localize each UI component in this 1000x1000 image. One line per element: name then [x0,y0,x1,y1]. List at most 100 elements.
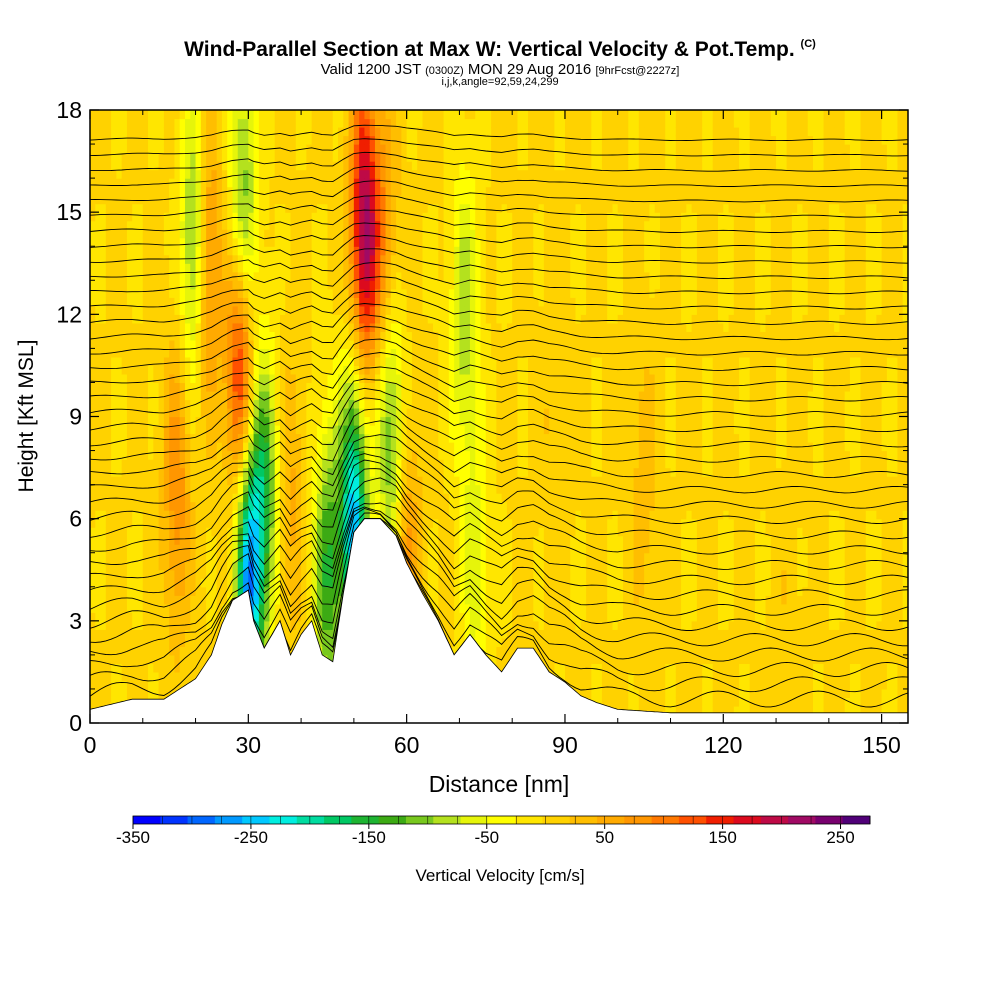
velocity-cell [396,322,402,332]
velocity-cell [269,288,276,298]
velocity-cell [348,288,355,298]
velocity-cell [264,127,271,137]
velocity-cell [253,373,260,384]
velocity-cell [153,161,160,171]
velocity-cell [438,612,445,622]
velocity-cell [126,484,133,494]
velocity-cell [332,169,339,179]
velocity-cell [290,544,297,554]
velocity-cell [221,467,228,477]
velocity-cell [374,425,381,435]
velocity-cell [200,612,207,622]
velocity-cell [279,527,286,537]
velocity-cell [137,152,144,162]
velocity-cell [401,331,408,341]
velocity-cell [438,620,445,630]
velocity-cell [448,569,455,579]
velocity-cell [316,348,323,358]
velocity-cell [237,356,244,367]
velocity-cell [448,450,455,460]
velocity-cell [111,305,117,315]
velocity-cell [374,331,381,341]
velocity-cell [422,442,429,452]
velocity-cell [253,578,260,588]
velocity-cell [406,552,413,562]
velocity-cell [221,373,228,384]
velocity-cell [232,237,239,247]
velocity-cell [105,161,112,171]
velocity-cell [153,331,160,341]
velocity-cell [285,339,292,349]
velocity-cell [90,459,96,469]
velocity-cell [163,527,170,537]
velocity-cell [248,544,255,554]
velocity-cell [433,552,439,562]
velocity-cell [116,263,123,273]
velocity-cell [105,407,112,418]
velocity-cell [179,186,186,196]
velocity-cell [174,322,181,332]
velocity-cell [126,501,133,511]
velocity-cell [264,203,271,213]
velocity-cell [316,561,323,571]
velocity-cell [279,510,286,520]
velocity-cell [443,178,450,188]
velocity-cell [295,518,302,528]
velocity-cell [95,629,102,639]
velocity-cell [95,127,102,137]
velocity-cell [258,161,265,171]
velocity-cell [211,620,218,630]
velocity-cell [427,561,434,571]
velocity-cell [179,561,186,571]
velocity-cell [121,246,128,256]
velocity-cell [195,425,202,435]
velocity-cell [411,178,418,188]
velocity-cell [90,348,96,358]
velocity-cell [190,629,197,639]
velocity-cell [216,314,223,324]
velocity-cell [264,535,271,545]
velocity-cell [163,671,170,682]
velocity-cell [279,620,286,630]
velocity-cell [237,152,244,162]
velocity-cell [126,186,133,196]
velocity-cell [417,476,424,486]
velocity-cell [364,365,371,375]
velocity-cell [169,518,176,528]
velocity-cell [253,331,260,341]
velocity-cell [148,373,154,384]
velocity-cell [258,178,265,188]
velocity-cell [142,144,149,154]
velocity-cell [353,399,360,409]
velocity-cell [179,663,186,673]
velocity-cell [411,229,418,239]
velocity-cell [359,237,366,247]
velocity-cell [327,399,334,409]
velocity-cell [353,433,360,443]
velocity-cell [216,433,223,443]
velocity-cell [111,407,117,418]
velocity-cell [348,433,355,443]
velocity-cell [137,561,144,571]
velocity-cell [232,373,239,384]
velocity-cell [227,527,234,537]
velocity-cell [374,220,381,230]
velocity-cell [232,135,239,145]
velocity-cell [417,254,424,264]
velocity-cell [295,118,302,128]
velocity-cell [433,135,439,145]
velocity-cell [126,246,133,256]
velocity-cell [401,203,408,213]
velocity-cell [438,169,445,179]
velocity-cell [443,629,450,639]
velocity-cell [90,144,96,154]
velocity-cell [174,382,181,392]
velocity-cell [401,229,408,239]
velocity-cell [258,203,265,213]
velocity-cell [316,212,323,222]
velocity-cell [448,544,455,554]
velocity-cell [327,535,334,545]
velocity-cell [153,476,160,486]
velocity-cell [258,416,265,426]
velocity-cell [179,467,186,477]
